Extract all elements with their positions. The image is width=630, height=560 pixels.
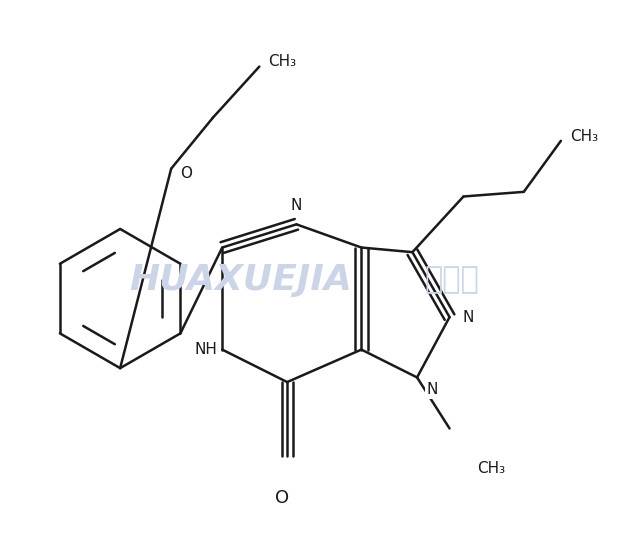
Text: N: N: [427, 382, 438, 397]
Text: O: O: [275, 489, 290, 507]
Text: CH₃: CH₃: [478, 461, 505, 476]
Text: HUAXUEJIA: HUAXUEJIA: [129, 263, 352, 297]
Text: NH: NH: [195, 342, 217, 357]
Text: CH₃: CH₃: [268, 54, 297, 69]
Text: N: N: [462, 310, 474, 325]
Text: N: N: [291, 198, 302, 213]
Text: 化学加: 化学加: [425, 265, 479, 295]
Text: CH₃: CH₃: [570, 129, 598, 144]
Text: O: O: [180, 166, 192, 181]
